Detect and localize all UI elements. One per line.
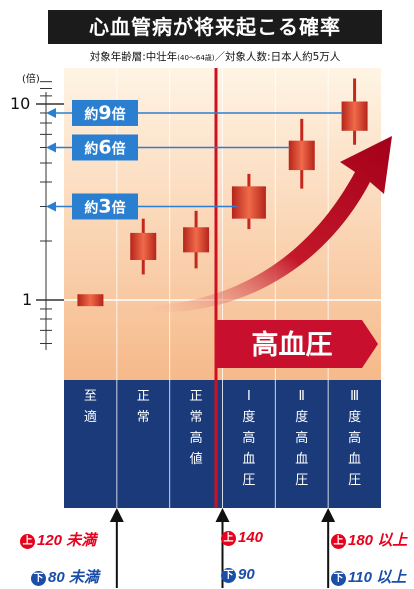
y-unit-label: (倍)	[22, 74, 40, 85]
bp-lower-value: 110 以上	[348, 569, 407, 586]
annotation-arrowhead	[46, 107, 56, 118]
candle-body-normal	[130, 232, 157, 260]
annotation-box	[72, 193, 138, 220]
lower-mark: 下	[331, 571, 346, 586]
category-label-char: 血	[348, 452, 361, 467]
bp-upper-grade-3: 上 180 以上	[331, 529, 407, 550]
annotation-suffix: 倍	[112, 106, 126, 123]
annotation-label: 約6倍	[84, 136, 125, 158]
category-label-char: 度	[348, 409, 361, 425]
annotation-arrowhead	[46, 201, 56, 212]
bp-upper-value: 180 以上	[348, 532, 408, 549]
annotation-arrowhead	[46, 142, 56, 153]
category-label-char: 圧	[295, 473, 308, 488]
annotation-label: 約9倍	[84, 102, 125, 124]
subtitle-suffix: ／対象人数:日本人約5万人	[214, 51, 341, 63]
annotation-suffix: 倍	[112, 140, 126, 157]
candle-body-grade-2	[288, 140, 315, 171]
upper-mark: 上	[20, 534, 35, 549]
annotation-box	[72, 134, 138, 161]
annotation-label: 約3倍	[84, 195, 125, 217]
annotation-number: 6	[98, 136, 111, 158]
category-label-char: Ⅱ	[299, 389, 305, 404]
bp-lower-value: 80 未満	[48, 569, 99, 586]
subtitle-prefix: 対象年齢層:中壮年	[89, 51, 178, 63]
bp-lower-grade-3: 下 110 以上	[331, 566, 406, 587]
category-label-char: Ⅰ	[247, 389, 251, 404]
candle-body-optimal	[77, 294, 104, 307]
category-label-char: 度	[242, 409, 255, 425]
category-label-high-normal: 正常高値	[190, 389, 203, 467]
annotation-prefix: 約	[84, 140, 98, 157]
annotation-prefix: 約	[84, 199, 98, 216]
lower-mark: 下	[31, 571, 46, 586]
candle-body-high-normal	[183, 227, 210, 253]
category-label-char: 高	[190, 430, 203, 446]
category-label-char: 高	[348, 430, 361, 446]
category-label-grade-2: Ⅱ 度高血圧	[295, 389, 308, 488]
candle-body-grade-3	[341, 101, 368, 131]
annotation-suffix: 倍	[112, 199, 126, 216]
bp-lower-grade-1: 下 90	[221, 566, 255, 583]
subtitle-age-range: (40〜64歳)	[177, 54, 215, 62]
category-label-char: 正	[190, 389, 203, 404]
annotation-box	[72, 99, 138, 126]
bp-upper-normal: 上 120 未満	[20, 529, 96, 550]
category-label-grade-3: Ⅲ 度高血圧	[348, 389, 361, 488]
category-label-char: 高	[295, 430, 308, 446]
bp-upper-value: 120 未満	[37, 532, 97, 549]
bp-upper-grade-1: 上 140	[221, 529, 263, 546]
threshold-arrow-head	[109, 508, 124, 522]
category-label-char: 至	[84, 389, 97, 404]
bp-lower-value: 90	[238, 566, 255, 583]
annotation-number: 9	[98, 102, 111, 124]
chart-title: 心血管病が将来起こる確率	[48, 10, 382, 44]
annotation-prefix: 約	[84, 106, 98, 123]
upper-mark: 上	[221, 531, 236, 546]
category-label-char: 適	[84, 409, 97, 425]
category-label-optimal: 至適	[84, 389, 97, 425]
category-label-normal: 正常	[137, 389, 150, 425]
category-label-char: 常	[137, 410, 150, 425]
category-label-char: 圧	[348, 473, 361, 488]
category-label-char: 値	[190, 451, 203, 467]
bp-upper-value: 140	[238, 529, 264, 546]
hypertension-label: 高血圧	[252, 329, 333, 361]
annotation-number: 3	[98, 195, 111, 217]
y-tick-label-1: 1	[22, 290, 33, 309]
chart-subtitle: 対象年齢層:中壮年(40〜64歳)／対象人数:日本人約5万人	[48, 48, 382, 66]
category-label-char: 高	[242, 430, 255, 446]
hypertension-banner	[216, 320, 378, 368]
threshold-arrow-head	[321, 508, 336, 522]
upper-mark: 上	[331, 534, 346, 549]
category-label-char: Ⅲ	[350, 389, 359, 404]
category-label-char: 血	[295, 452, 308, 467]
bp-lower-normal: 下 80 未満	[31, 566, 99, 587]
lower-mark: 下	[221, 568, 236, 583]
threshold-arrow-head	[215, 508, 230, 522]
category-label-char: 正	[137, 389, 150, 404]
category-label-char: 常	[190, 410, 203, 425]
category-label-char: 血	[242, 452, 255, 467]
y-tick-label-10: 10	[10, 94, 31, 113]
category-label-grade-1: Ⅰ 度高血圧	[242, 389, 255, 488]
category-label-char: 度	[295, 409, 308, 425]
candle-body-grade-1	[231, 186, 266, 219]
category-label-char: 圧	[242, 473, 255, 488]
trend-arrow	[150, 136, 392, 313]
